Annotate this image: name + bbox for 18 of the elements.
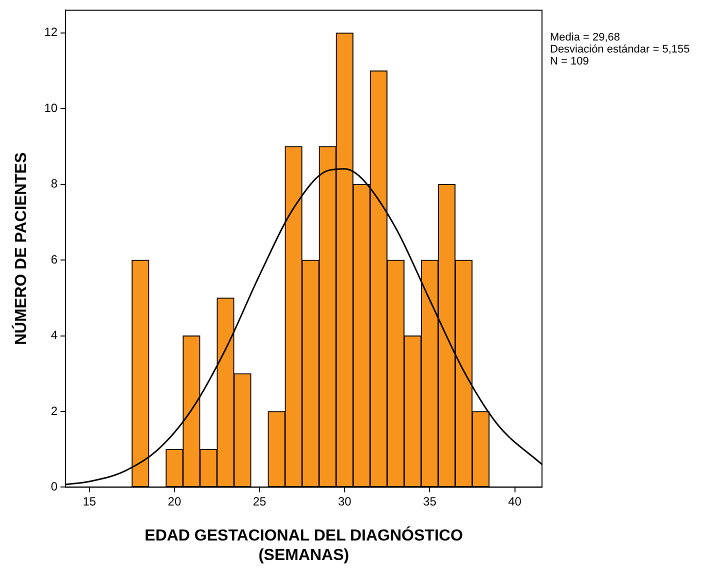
y-tick-label: 6 (50, 252, 58, 266)
y-tick-label: 4 (50, 328, 58, 342)
x-axis-title: EDAD GESTACIONAL DEL DIAGNÓSTICO (SEMANAS) (144, 526, 463, 564)
y-tick-label: 12 (44, 25, 58, 40)
y-tick-label: 8 (50, 176, 58, 191)
x-tick-label: 40 (508, 494, 522, 509)
x-tick-label: 30 (338, 494, 352, 509)
text: Desviación estándar = 5,155 (550, 44, 690, 56)
text: Media = 29,68 (550, 32, 620, 44)
x-tick-label: 20 (168, 494, 182, 509)
y-tick-label: 10 (44, 100, 58, 115)
x-tick-label: 15 (82, 494, 96, 509)
x-tick-label: 25 (252, 494, 267, 509)
y-axis-title: NÚMERO DE PACIENTES (11, 152, 30, 346)
y-tick-label: 2 (50, 404, 58, 418)
y-tick-label: 0 (50, 480, 58, 494)
x-tick-label: 35 (423, 494, 437, 509)
text: N = 109 (550, 56, 589, 68)
